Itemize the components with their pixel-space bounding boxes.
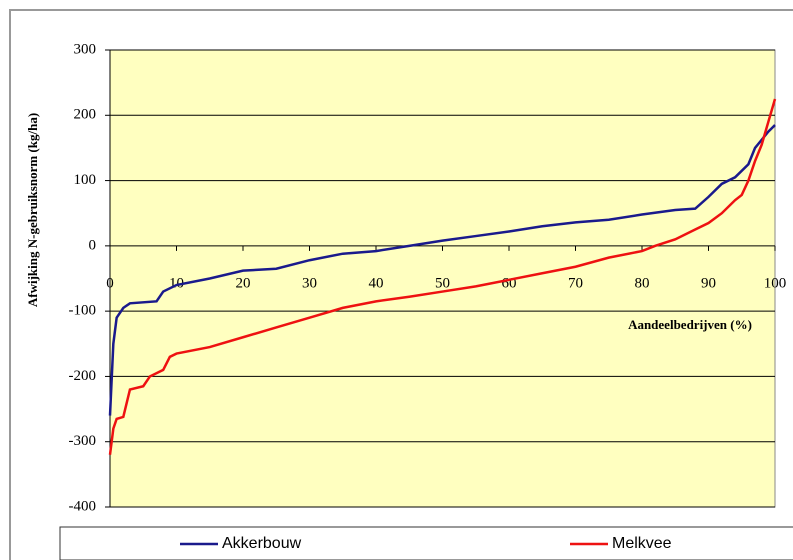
series-line	[108, 124, 776, 416]
x-tick-label: 50	[435, 275, 450, 291]
x-tick-label: 80	[635, 275, 650, 291]
y-tick-label: 0	[89, 237, 97, 253]
x-tick-label: 20	[236, 275, 251, 291]
legend-label: Akkerbouw	[222, 535, 302, 552]
y-tick-label: 200	[74, 107, 97, 123]
x-axis-title: Aandeelbedrijven (%)	[628, 317, 752, 332]
y-tick-label: 100	[74, 172, 97, 188]
plot-area	[109, 49, 776, 508]
y-tick-label: -200	[69, 368, 97, 384]
x-tick-label: 70	[568, 275, 583, 291]
x-tick-label: 0	[106, 275, 114, 291]
legend-box	[59, 526, 793, 560]
series-line	[108, 98, 777, 455]
x-tick-label: 90	[701, 275, 716, 291]
y-tick-label: -100	[69, 303, 97, 319]
y-tick-label: -300	[69, 433, 97, 449]
y-tick-label: 300	[74, 41, 97, 57]
legend-label: Melkvee	[612, 535, 672, 552]
x-tick-label: 40	[369, 275, 384, 291]
y-tick-label: -400	[69, 498, 97, 514]
x-tick-label: 100	[764, 275, 787, 291]
x-tick-label: 30	[302, 275, 317, 291]
y-axis-title: Afwijking N-gebruiksnorm (kg/ha)	[25, 113, 40, 307]
